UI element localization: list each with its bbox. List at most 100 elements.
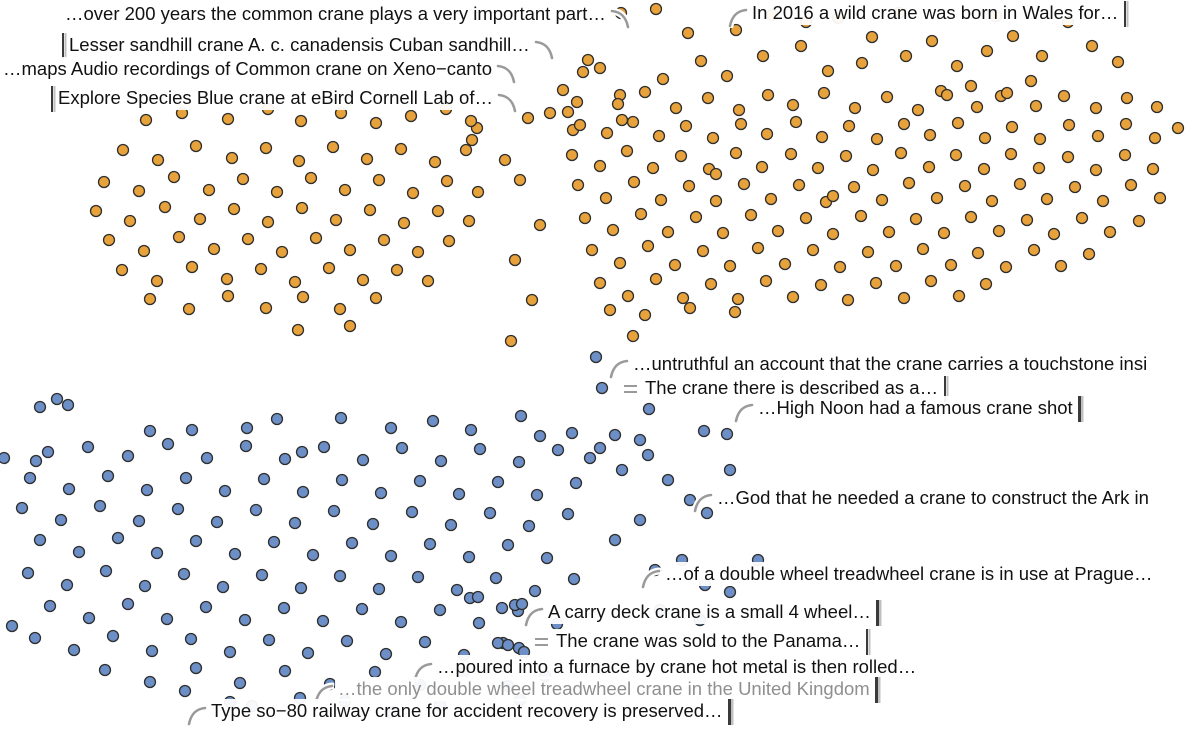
data-point — [345, 536, 359, 550]
data-point — [944, 258, 958, 272]
annotation-uk-treadwheel: …the only double wheel treadwheel crane … — [312, 677, 878, 706]
data-point — [223, 645, 237, 659]
data-point — [930, 191, 944, 205]
data-point — [21, 566, 35, 580]
data-point — [642, 402, 656, 416]
data-point — [193, 212, 207, 226]
data-point — [306, 548, 320, 562]
data-point — [343, 243, 357, 257]
data-point — [501, 538, 515, 552]
data-point — [182, 302, 196, 316]
data-point — [760, 127, 774, 141]
data-point — [171, 502, 185, 516]
data-point — [731, 292, 745, 306]
data-point — [309, 231, 323, 245]
data-point — [668, 258, 682, 272]
data-point — [151, 153, 165, 167]
data-point — [423, 537, 437, 551]
data-point — [221, 289, 235, 303]
data-point — [5, 619, 19, 633]
data-point — [1124, 178, 1138, 192]
data-point — [593, 441, 607, 455]
data-point — [228, 547, 242, 561]
data-point — [681, 26, 695, 40]
data-point — [571, 178, 585, 192]
data-point — [489, 571, 503, 585]
data-point — [1150, 100, 1164, 114]
data-point — [377, 233, 391, 247]
data-point — [826, 227, 840, 241]
data-point — [160, 612, 174, 626]
data-point — [225, 151, 239, 165]
data-point — [172, 230, 186, 244]
data-point — [626, 329, 640, 343]
annotation-wales-2016: In 2016 a wild crane was born in Wales f… — [726, 1, 1127, 30]
annotation-text: A carry deck crane is a small 4 wheel… — [548, 601, 871, 622]
data-point — [937, 226, 951, 240]
data-point — [333, 569, 347, 583]
data-point — [394, 615, 408, 629]
data-point — [1153, 191, 1167, 205]
leader-line-bar — [866, 629, 869, 655]
data-point — [522, 519, 536, 533]
data-point — [29, 454, 43, 468]
data-point — [1020, 213, 1034, 227]
data-point — [210, 515, 224, 529]
data-point — [525, 293, 539, 307]
data-point — [578, 211, 592, 225]
data-point — [99, 564, 113, 578]
data-point — [236, 172, 250, 186]
data-point — [334, 411, 348, 425]
data-point — [606, 223, 620, 237]
data-point — [870, 132, 884, 146]
data-point — [98, 663, 112, 677]
data-point — [608, 428, 622, 442]
data-point — [570, 95, 584, 109]
data-point — [317, 440, 331, 454]
data-point — [374, 486, 388, 500]
data-point — [178, 684, 192, 698]
data-point — [1119, 117, 1133, 131]
data-point — [23, 471, 37, 485]
data-point — [216, 580, 230, 594]
data-point — [267, 535, 281, 549]
data-point — [292, 154, 306, 168]
data-point — [333, 302, 347, 316]
data-point — [649, 2, 663, 16]
data-point — [593, 61, 607, 75]
data-point — [744, 208, 758, 222]
data-point — [384, 549, 398, 563]
data-point — [880, 90, 894, 104]
data-point — [621, 289, 635, 303]
data-point — [980, 44, 994, 58]
data-point — [842, 119, 856, 133]
data-point — [501, 638, 515, 652]
data-point — [82, 611, 96, 625]
data-point — [826, 189, 840, 203]
data-point — [277, 601, 291, 615]
data-point — [755, 160, 769, 174]
data-point — [1082, 247, 1096, 261]
data-point — [464, 423, 478, 437]
leader-line-bar — [876, 600, 879, 626]
data-point — [202, 183, 216, 197]
data-point — [355, 602, 369, 616]
data-point — [679, 119, 693, 133]
data-point — [111, 531, 125, 545]
data-point — [569, 476, 583, 490]
data-point — [379, 647, 393, 661]
data-point — [573, 118, 587, 132]
data-point — [411, 245, 425, 259]
annotation-text: In 2016 a wild crane was born in Wales f… — [752, 2, 1119, 23]
data-point — [450, 583, 464, 597]
data-point — [372, 582, 386, 596]
leader-line-bar — [1078, 396, 1081, 422]
data-point — [473, 442, 487, 456]
data-point — [189, 534, 203, 548]
data-point — [841, 293, 855, 307]
data-point — [661, 473, 675, 487]
data-point — [106, 629, 120, 643]
data-point — [238, 613, 252, 627]
